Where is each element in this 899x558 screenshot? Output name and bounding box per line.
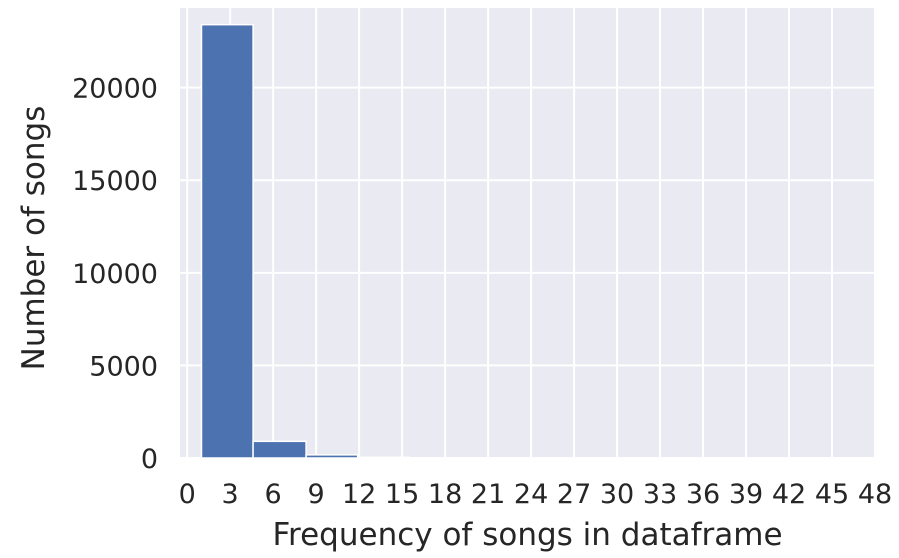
y-tick-label: 10000 [72, 259, 158, 290]
plot-area [180, 8, 875, 458]
x-tick-label: 27 [557, 479, 591, 510]
histogram-bar [253, 441, 306, 458]
x-tick-label: 24 [514, 479, 548, 510]
x-tick-label: 0 [179, 479, 196, 510]
y-axis-label: Number of songs [16, 106, 52, 371]
x-tick-label: 6 [265, 479, 282, 510]
x-tick-label: 36 [686, 479, 720, 510]
y-tick-label: 20000 [72, 74, 158, 105]
x-tick-label: 15 [385, 479, 419, 510]
x-tick-label: 12 [342, 479, 376, 510]
x-axis-label: Frequency of songs in dataframe [272, 517, 782, 553]
x-tick-label: 39 [729, 479, 763, 510]
y-tick-label: 0 [141, 444, 158, 475]
x-tick-label: 48 [858, 479, 892, 510]
x-tick-label: 42 [772, 479, 806, 510]
x-tick-label: 33 [643, 479, 677, 510]
x-tick-label: 21 [471, 479, 505, 510]
y-tick-label: 5000 [89, 351, 158, 382]
x-tick-label: 30 [600, 479, 634, 510]
x-tick-label: 3 [222, 479, 239, 510]
x-tick-label: 45 [815, 479, 849, 510]
y-tick-labels: 0 5000 10000 15000 20000 [72, 74, 158, 475]
histogram-bar [201, 25, 253, 458]
x-tick-label: 9 [308, 479, 325, 510]
y-tick-label: 15000 [72, 166, 158, 197]
histogram-bar [358, 457, 410, 458]
histogram-bar [306, 455, 358, 458]
x-tick-label: 18 [428, 479, 462, 510]
